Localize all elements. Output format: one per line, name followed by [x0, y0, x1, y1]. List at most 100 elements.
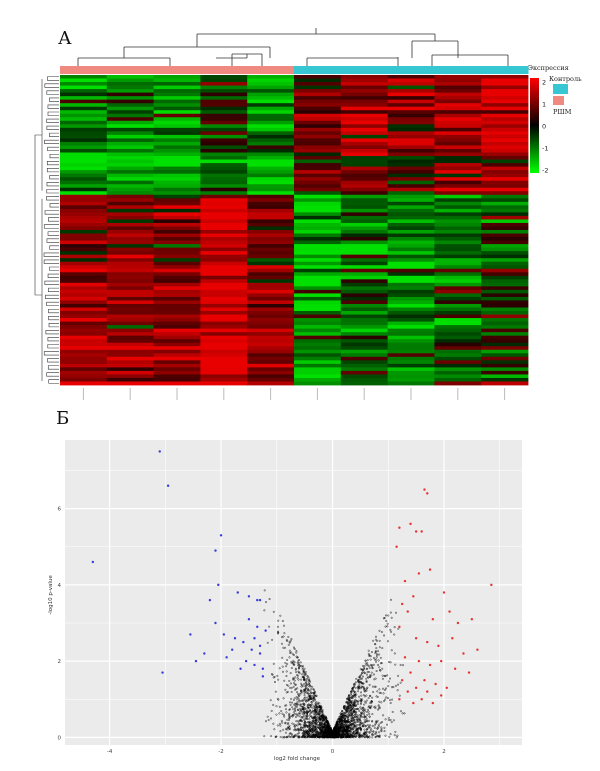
- point-nonsignificant: [368, 667, 371, 669]
- heatmap-cell: [434, 141, 482, 146]
- point-nonsignificant: [397, 674, 400, 677]
- heatmap-cell: [106, 237, 154, 241]
- heatmap-cell: [294, 166, 342, 171]
- heatmap-cell: [200, 99, 248, 104]
- heatmap-cell: [434, 314, 482, 319]
- point-down: [253, 663, 256, 667]
- point-nonsignificant: [288, 717, 291, 720]
- heatmap-cell: [294, 110, 342, 115]
- point-nonsignificant: [357, 716, 360, 719]
- heatmap-cell: [247, 222, 295, 227]
- point-nonsignificant: [384, 734, 387, 737]
- heatmap-legend: Экспрессия 210-1-2 Контроль РШМ: [528, 64, 582, 175]
- point-nonsignificant: [334, 730, 337, 733]
- point-nonsignificant: [356, 707, 359, 710]
- heatmap-cell: [200, 258, 248, 263]
- heatmap-cell: [387, 166, 435, 171]
- row-dendrogram-branch: [46, 118, 59, 123]
- point-nonsignificant: [289, 652, 292, 654]
- point-nonsignificant: [342, 712, 345, 715]
- heatmap-cell: [481, 75, 529, 79]
- heatmap-cell: [340, 159, 388, 164]
- point-nonsignificant: [284, 731, 287, 734]
- point-nonsignificant: [371, 665, 373, 668]
- point-nonsignificant: [359, 706, 362, 709]
- point-down: [261, 675, 265, 678]
- heatmap-cell: [200, 251, 248, 256]
- row-dendrogram-branch: [46, 161, 59, 166]
- point-nonsignificant: [360, 713, 363, 716]
- point-nonsignificant: [370, 651, 373, 654]
- heatmap-cell: [247, 230, 295, 234]
- row-dendrogram-branch: [49, 175, 59, 180]
- heatmap-cell: [200, 159, 248, 164]
- point-nonsignificant: [370, 728, 373, 731]
- heatmap-cell: [387, 173, 435, 178]
- heatmap-cell: [106, 293, 154, 298]
- heatmap-cell: [294, 212, 342, 217]
- point-nonsignificant: [368, 730, 371, 733]
- point-nonsignificant: [375, 734, 378, 737]
- heatmap-cell: [106, 321, 154, 326]
- heatmap-cell: [60, 148, 108, 153]
- point-nonsignificant: [369, 655, 372, 658]
- heatmap-cell: [247, 272, 295, 277]
- point-nonsignificant: [326, 726, 329, 728]
- row-dendrogram-branch: [43, 351, 59, 356]
- point-nonsignificant: [298, 729, 301, 732]
- point-nonsignificant: [371, 696, 374, 699]
- point-nonsignificant: [287, 636, 290, 638]
- point-nonsignificant: [358, 724, 361, 726]
- heatmap-cell: [247, 156, 295, 160]
- heatmap-cell: [387, 215, 435, 220]
- point-nonsignificant: [301, 705, 304, 708]
- legend-ticks: 210-1-2: [542, 79, 548, 175]
- point-nonsignificant: [357, 679, 360, 681]
- heatmap-cell: [434, 254, 482, 259]
- row-dendrogram-branch: [47, 76, 59, 81]
- heatmap-cell: [294, 279, 342, 284]
- heatmap-cell: [340, 120, 388, 125]
- point-nonsignificant: [362, 707, 365, 710]
- heatmap-cell: [387, 381, 435, 386]
- point-nonsignificant: [387, 716, 390, 719]
- point-nonsignificant: [310, 722, 313, 725]
- point-nonsignificant: [310, 711, 313, 714]
- point-nonsignificant: [265, 601, 267, 604]
- point-nonsignificant: [300, 692, 303, 695]
- heatmap-cell: [153, 166, 201, 171]
- heatmap-cell: [340, 96, 388, 101]
- point-nonsignificant: [301, 668, 304, 671]
- heatmap-cell: [200, 261, 248, 266]
- point-nonsignificant: [377, 705, 380, 708]
- heatmap-cell: [387, 353, 435, 358]
- point-nonsignificant: [289, 639, 292, 642]
- heatmap-cell: [247, 339, 295, 344]
- heatmap-cell: [387, 85, 435, 90]
- point-nonsignificant: [286, 659, 289, 662]
- column-label: [410, 388, 412, 400]
- heatmap-cell: [434, 222, 482, 227]
- point-down: [264, 629, 267, 632]
- point-nonsignificant: [397, 627, 400, 630]
- row-dendrogram-branch: [47, 231, 59, 236]
- heatmap-cell: [247, 279, 295, 284]
- heatmap-cell: [106, 342, 154, 347]
- point-nonsignificant: [302, 669, 305, 672]
- point-nonsignificant: [348, 724, 351, 727]
- heatmap-cell: [60, 251, 108, 256]
- point-nonsignificant: [380, 701, 383, 704]
- point-up: [437, 644, 440, 648]
- point-nonsignificant: [354, 708, 357, 711]
- point-nonsignificant: [337, 721, 340, 724]
- point-nonsignificant: [376, 654, 379, 657]
- column-label: [270, 388, 272, 400]
- heatmap-cell: [106, 198, 154, 203]
- heatmap-cell: [106, 170, 154, 175]
- point-nonsignificant: [352, 694, 354, 697]
- point-nonsignificant: [319, 731, 322, 733]
- point-nonsignificant: [314, 734, 317, 737]
- heatmap-cell: [106, 208, 154, 213]
- point-nonsignificant: [310, 701, 313, 704]
